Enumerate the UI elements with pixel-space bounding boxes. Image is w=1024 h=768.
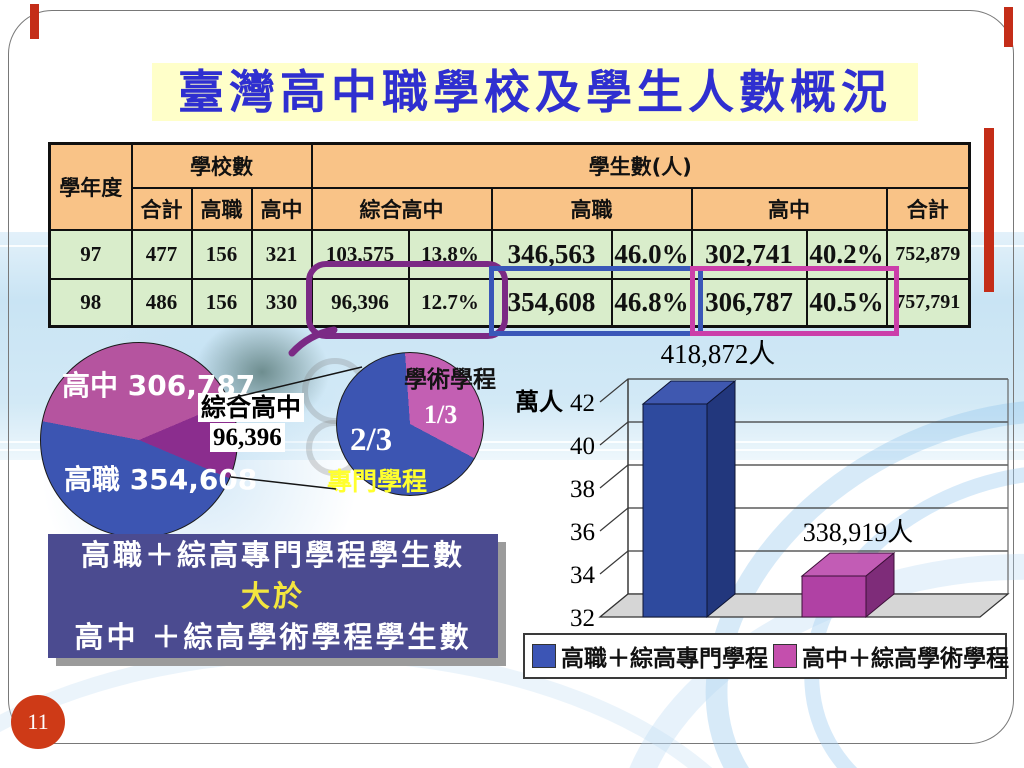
background-wave-line — [0, 441, 1024, 443]
table-cell: 757,791 — [885, 277, 971, 328]
pie-label-comprehensive: 綜合高中 96,396 — [198, 393, 305, 452]
legend-label-vocational: 高職＋綜高專門學程 — [561, 646, 768, 672]
legend-swatch-blue — [532, 644, 556, 668]
column-header: 高中 — [690, 186, 888, 231]
table-cell: 477 — [130, 228, 193, 280]
table-cell: 12.7% — [407, 277, 493, 328]
table-cell: 13.8% — [407, 228, 493, 280]
page-title: 臺灣高中職學校及學生人數概況 — [152, 63, 918, 121]
table-row: 98 486 156 330 96,396 12.7% 354,608 46.8… — [48, 277, 971, 328]
table-cell: 46.8% — [610, 277, 693, 328]
conclusion-line-2: 大於 — [240, 578, 305, 613]
pie-label-specialized-program: 專門學程 — [327, 467, 428, 496]
table-cell: 306,787 — [690, 277, 808, 328]
bar-chart-legend: 高職＋綜高專門學程 高中＋綜高學術學程 — [523, 633, 1009, 679]
highlight-box-vocational — [489, 266, 703, 336]
column-header: 高職 — [190, 186, 253, 231]
column-header-year: 學年度 — [48, 142, 133, 231]
conclusion-line-1: 高職＋綜高專門學程學生數 — [80, 537, 465, 572]
highlight-box-comprehensive — [306, 261, 508, 339]
pie-label-specialized-fraction: 2/3 — [350, 422, 393, 458]
table-cell: 752,879 — [885, 228, 971, 280]
legend-label-senior-high: 高中＋綜高學術學程 — [802, 646, 1009, 672]
table-cell: 103,575 — [310, 228, 410, 280]
conclusion-box: 高職＋綜高專門學程學生數 大於 高中 ＋綜高學術學程學生數 — [48, 534, 498, 658]
red-marker-bar — [30, 4, 39, 39]
column-header: 合計 — [130, 186, 193, 231]
pie-label-comprehensive-value: 96,396 — [210, 423, 285, 452]
column-header: 合計 — [885, 186, 971, 231]
pie-label-academic-fraction: 1/3 — [424, 400, 458, 429]
conclusion-line-3: 高中 ＋綜高學術學程學生數 — [74, 619, 472, 654]
background-wave-line — [0, 449, 1024, 451]
table-cell: 354,608 — [490, 277, 613, 328]
table-cell: 96,396 — [310, 277, 410, 328]
table-cell: 156 — [190, 277, 253, 328]
table-cell: 156 — [190, 228, 253, 280]
column-header: 高職 — [490, 186, 693, 231]
table-cell: 40.5% — [805, 277, 888, 328]
highlight-box-senior-high — [690, 266, 899, 336]
statistics-table: 學年度 學校數 學生數(人) 合計 高職 高中 綜合高中 高職 高中 合計 97… — [48, 142, 971, 328]
pie-label-vocational: 高職 354,608 — [64, 463, 258, 496]
table-cell: 97 — [48, 228, 133, 280]
column-header-schools: 學校數 — [130, 142, 313, 189]
red-marker-bar — [984, 128, 994, 292]
column-header: 高中 — [250, 186, 313, 231]
column-header-students: 學生數(人) — [310, 142, 971, 189]
pie-chart-students — [40, 342, 238, 538]
pie-label-comprehensive-name: 綜合高中 — [198, 393, 305, 422]
column-header: 綜合高中 — [310, 186, 493, 231]
legend-swatch-pink — [773, 644, 797, 668]
page-number-badge: 11 — [11, 695, 65, 749]
table-row: 97 477 156 321 103,575 13.8% 346,563 46.… — [48, 228, 971, 280]
table-cell: 330 — [250, 277, 313, 328]
pie-label-academic-program: 學術學程 — [404, 367, 496, 393]
table-cell: 486 — [130, 277, 193, 328]
red-marker-bar — [1004, 7, 1013, 47]
table-cell: 98 — [48, 277, 133, 328]
table-cell: 321 — [250, 228, 313, 280]
pie-chart-programs — [336, 352, 484, 496]
